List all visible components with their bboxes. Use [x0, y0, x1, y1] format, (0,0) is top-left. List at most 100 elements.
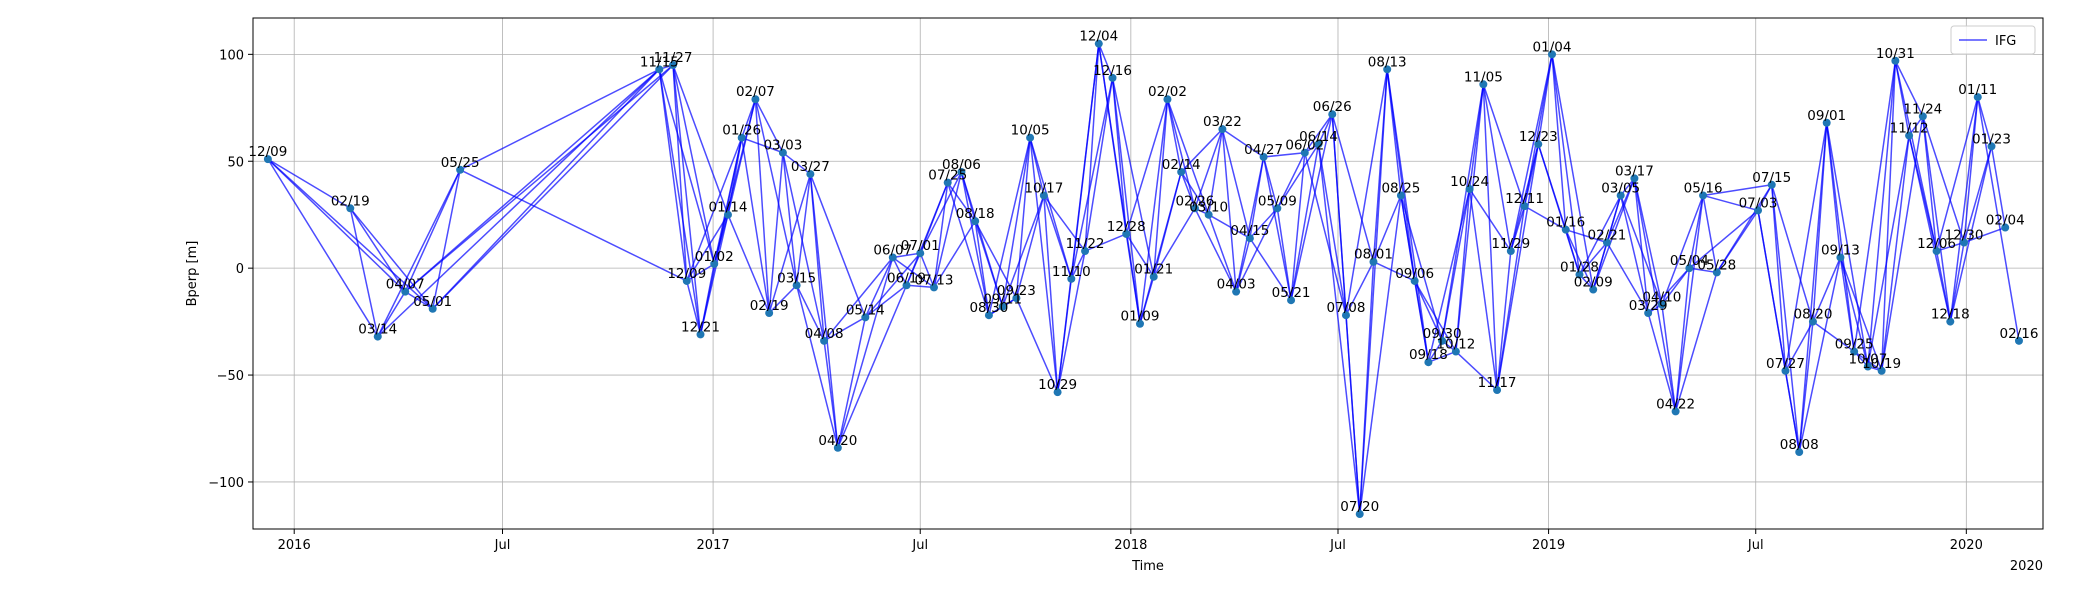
ifg-line [823, 316, 866, 342]
acquisition-point [1960, 238, 1969, 247]
ifg-line [1880, 60, 1897, 371]
ifg-line [1358, 195, 1402, 515]
acquisition-date-label: 04/03 [1217, 277, 1256, 293]
acquisition-point [1699, 191, 1708, 200]
acquisition-point [1190, 204, 1199, 213]
ifg-line [892, 252, 921, 259]
acquisition-date-label: 04/07 [386, 277, 425, 293]
ifg-line [1619, 195, 1649, 314]
ifg-line [1111, 77, 1141, 324]
ifg-line [1771, 184, 1814, 322]
ifg-line [1249, 237, 1292, 301]
ifg-line [1867, 60, 1897, 367]
acquisition-date-label: 05/25 [441, 155, 480, 171]
acquisition-date-label: 09/13 [1821, 242, 1860, 258]
acquisition-date-label: 04/27 [1244, 142, 1283, 158]
acquisition-point [957, 167, 966, 176]
ifg-line [1098, 43, 1114, 79]
acquisition-point [1932, 247, 1941, 256]
acquisition-point [1822, 118, 1831, 127]
acquisition-point [1053, 388, 1062, 397]
ifg-line [1111, 77, 1155, 277]
ifg-line [1468, 188, 1512, 252]
ifg-line [404, 169, 461, 292]
ifg-line [1304, 113, 1333, 154]
acquisition-point [710, 259, 719, 268]
ifg-line [1647, 312, 1677, 412]
ifg-line [727, 214, 770, 314]
ifg-line [1688, 209, 1759, 269]
acquisition-point [1039, 191, 1048, 200]
ifg-line [1414, 280, 1457, 352]
acquisition-point [428, 304, 437, 313]
acquisition-date-label: 02/07 [736, 84, 775, 100]
acquisition-point [984, 311, 993, 320]
ifg-line [795, 284, 825, 342]
x-tick-label: 2016 [278, 538, 311, 553]
acquisition-point [1891, 56, 1900, 65]
ifg-lines [267, 43, 2020, 515]
acquisition-point [1094, 39, 1103, 48]
ifg-line [1070, 77, 1114, 279]
acquisition-date-label: 12/21 [681, 319, 720, 335]
acquisition-point [1204, 210, 1213, 219]
ifg-line [459, 68, 660, 171]
ifg-line [1674, 272, 1718, 412]
ifg-line [1812, 320, 1855, 353]
acquisition-point [1863, 362, 1872, 371]
acquisition-date-label: 08/08 [1780, 437, 1819, 453]
ifg-line [919, 182, 949, 254]
ifg-line [1798, 122, 1828, 453]
ifg-line [1015, 137, 1031, 299]
ifg-line [1235, 156, 1265, 292]
acquisition-date-label: 01/21 [1134, 262, 1173, 278]
ifg-line [1001, 137, 1031, 307]
ifg-line [1977, 96, 2020, 341]
ifg-line [1386, 69, 1430, 363]
ifg-line [768, 284, 798, 314]
acquisition-point [1644, 309, 1653, 318]
acquisition-date-label: 01/16 [1546, 215, 1585, 231]
acquisition-date-label: 11/29 [1491, 236, 1530, 252]
ifg-line [768, 173, 812, 314]
ifg-line [1427, 340, 1443, 363]
ifg-line [1194, 207, 1237, 293]
ifg-line [672, 64, 688, 282]
ifg-line [1633, 178, 1649, 314]
acquisition-date-label: 07/20 [1340, 499, 1379, 515]
acquisition-point [1946, 317, 1955, 326]
ifg-line [1455, 350, 1498, 391]
ifg-line [1207, 129, 1224, 215]
ifg-line [960, 171, 990, 316]
legend-box [1950, 25, 2036, 55]
acquisition-point [682, 276, 691, 285]
ifg-line [349, 208, 379, 337]
acquisition-date-label: 01/14 [709, 200, 748, 216]
ifg-line [974, 221, 990, 316]
acquisition-point [1712, 268, 1721, 277]
acquisition-point [696, 330, 705, 339]
ifg-line [1565, 228, 1608, 244]
ifg-line [1428, 350, 1457, 363]
ifg-line [1029, 137, 1059, 393]
ifg-line [1139, 99, 1169, 324]
acquisition-point [1754, 206, 1763, 215]
y-tick-label: −100 [208, 476, 244, 491]
acquisition-date-label: 07/08 [1327, 300, 1366, 316]
acquisition-point [1520, 202, 1529, 211]
acquisition-point [1767, 180, 1776, 189]
acquisition-point [1602, 238, 1611, 247]
acquisition-point [1341, 311, 1350, 320]
ifg-line [658, 69, 688, 282]
ifg-line [1496, 250, 1512, 391]
acquisition-points [263, 39, 2023, 519]
acquisition-point [1273, 204, 1282, 213]
ifg-line [1276, 152, 1306, 209]
ifg-line [1949, 146, 1993, 322]
acquisition-date-label: 01/28 [1560, 260, 1599, 276]
acquisition-date-label: 02/14 [1162, 157, 1201, 173]
ifg-line [1221, 129, 1237, 292]
ifg-line [672, 64, 702, 335]
ifg-line [1510, 54, 1553, 252]
